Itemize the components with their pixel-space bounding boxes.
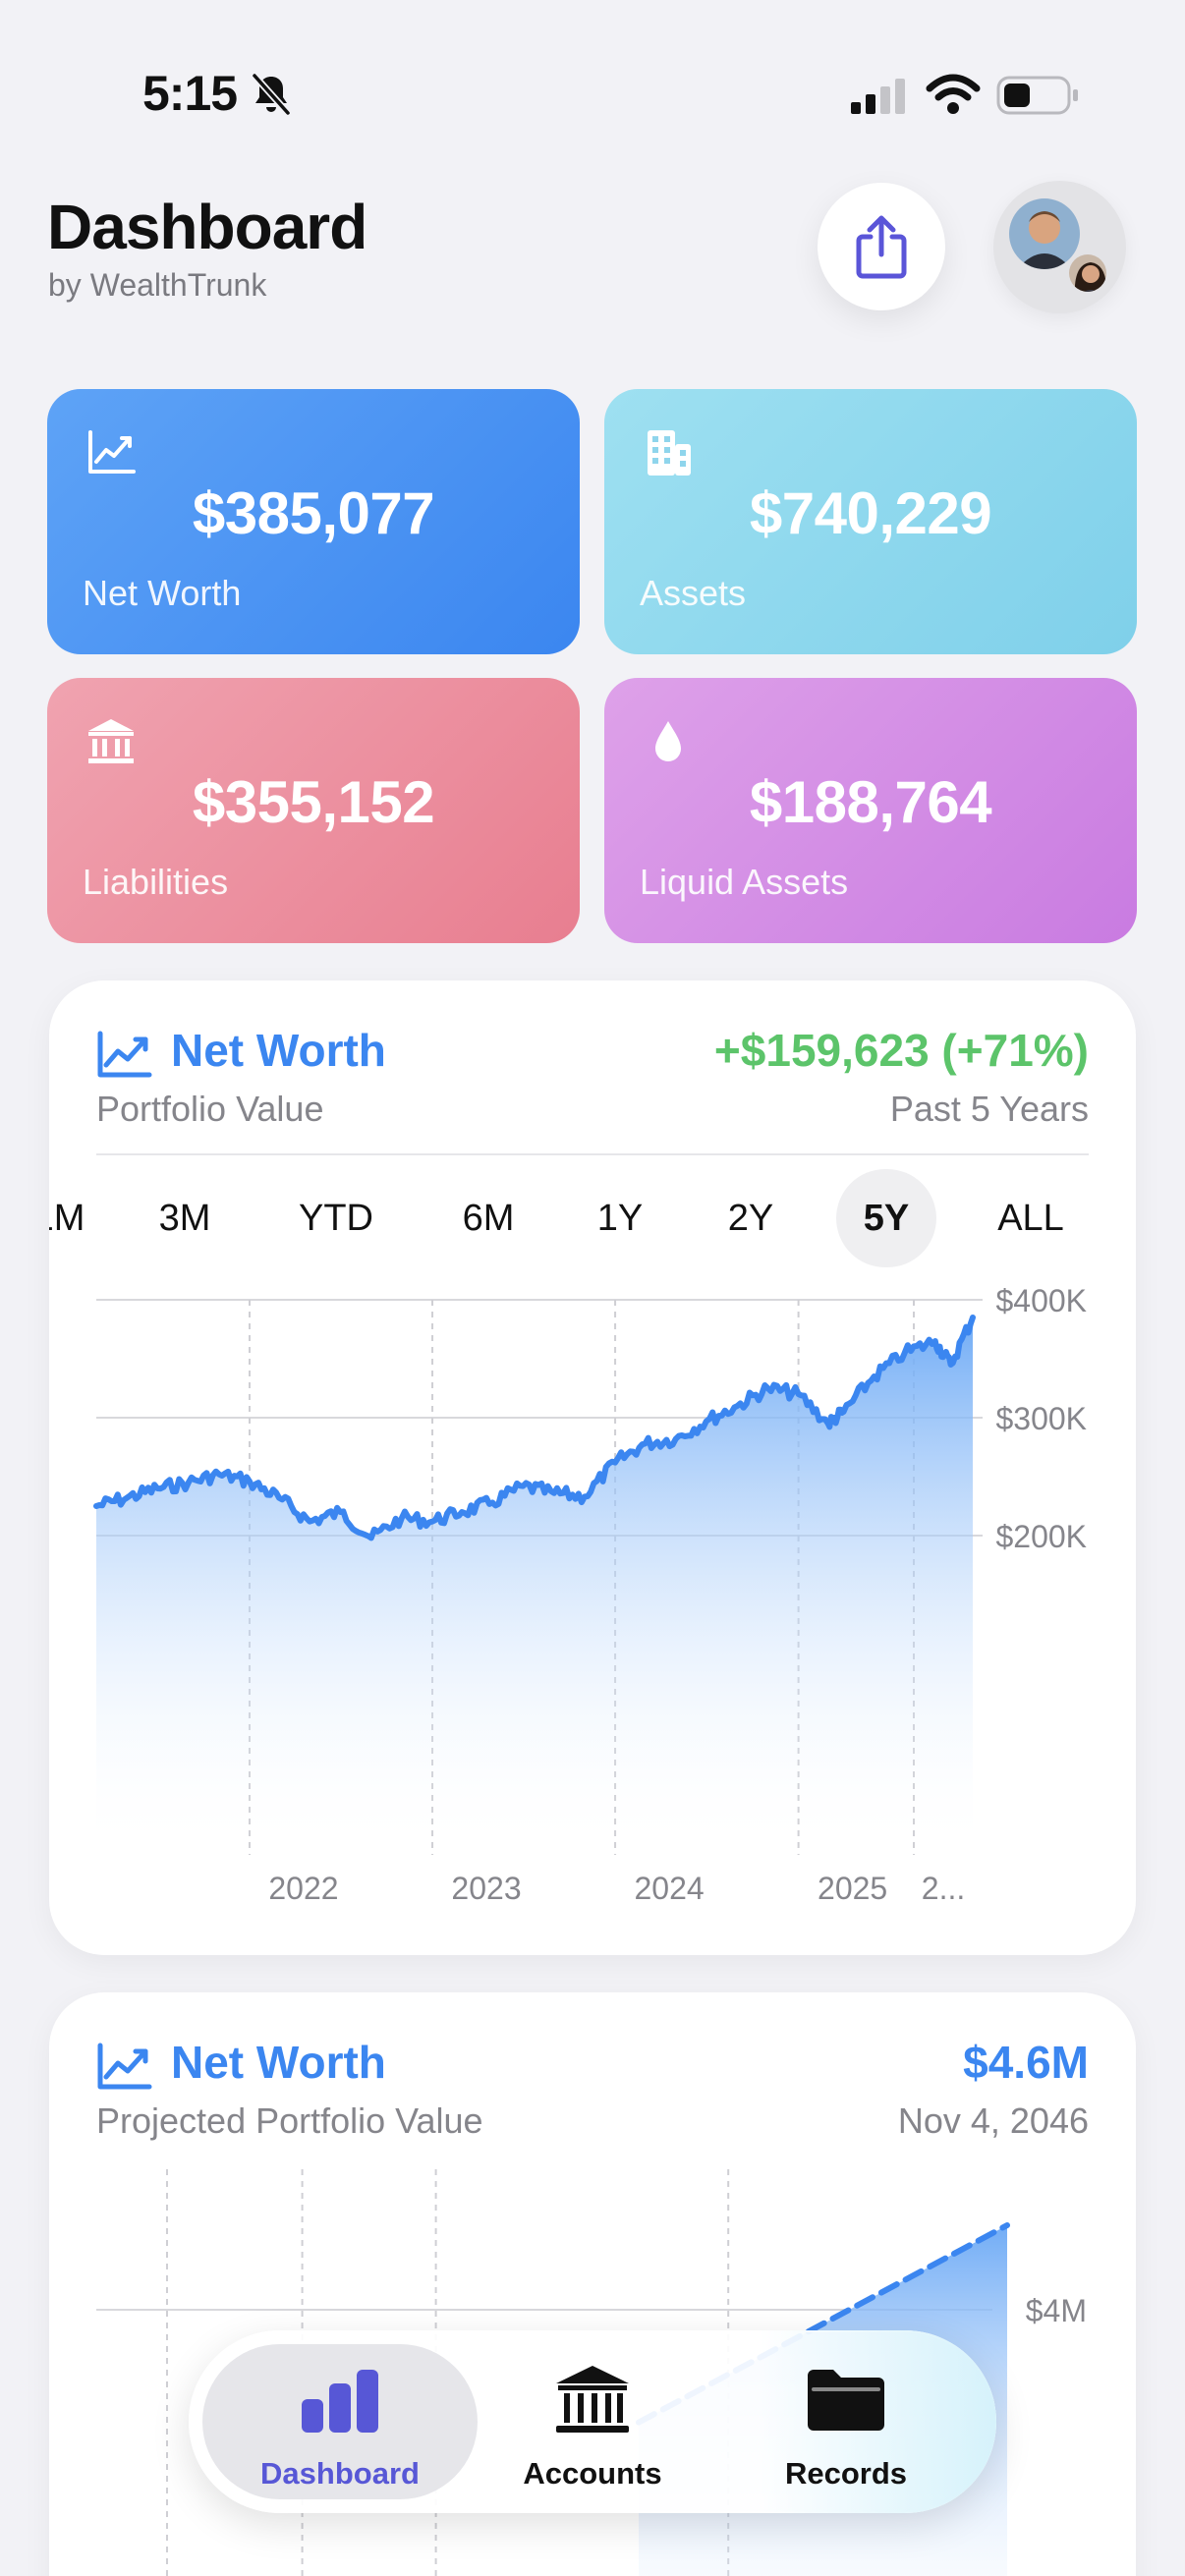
projected-value: $4.6M xyxy=(963,2037,1089,2088)
card-subtitle: Projected Portfolio Value xyxy=(96,2100,483,2141)
liquid-assets-value: $188,764 xyxy=(749,769,992,835)
chart-line-icon xyxy=(88,430,136,474)
card-subtitle: Portfolio Value xyxy=(96,1089,324,1129)
y-tick-label: $4M xyxy=(1026,2293,1087,2328)
tab-dashboard[interactable]: Dashboard xyxy=(202,2344,478,2499)
bell-slash-icon xyxy=(252,73,291,116)
x-tick-label: 2023 xyxy=(451,1871,521,1906)
net-worth-tile[interactable]: $385,077 Net Worth xyxy=(47,389,580,654)
y-tick-label: $400K xyxy=(995,1283,1087,1318)
liquid-assets-tile[interactable]: $188,764 Liquid Assets xyxy=(604,678,1137,943)
avatar-secondary-photo xyxy=(1066,252,1109,295)
share-icon xyxy=(856,215,907,279)
y-tick-label: $200K xyxy=(995,1519,1087,1554)
assets-tile[interactable]: $740,229 Assets xyxy=(604,389,1137,654)
assets-label: Assets xyxy=(640,573,747,613)
range-tab-5y[interactable]: 5Y xyxy=(836,1169,936,1267)
portfolio-period: Past 5 Years xyxy=(889,1089,1089,1129)
liabilities-value: $355,152 xyxy=(192,769,435,835)
range-tab-6m[interactable]: 6M xyxy=(462,1198,515,1239)
portfolio-line xyxy=(93,1315,976,1541)
bank-icon xyxy=(556,2366,629,2433)
tab-records[interactable]: Records xyxy=(708,2344,984,2499)
portfolio-value-card[interactable]: Net Worth Portfolio Value +$159,623 (+71… xyxy=(49,980,1136,1955)
card-title: Net Worth xyxy=(171,2037,386,2088)
bar-chart-icon xyxy=(302,2370,378,2433)
projected-date: Nov 4, 2046 xyxy=(897,2100,1089,2141)
x-tick-label: 2022 xyxy=(268,1871,338,1906)
range-tab-1m[interactable]: 1M xyxy=(49,1198,85,1239)
portfolio-chart[interactable]: $400K $300K $200K 2022 2023 2024 2025 2... xyxy=(49,980,1136,1955)
wifi-icon xyxy=(926,74,981,114)
tab-label: Records xyxy=(784,2456,908,2491)
building-icon xyxy=(648,430,691,476)
drop-icon xyxy=(655,721,681,761)
net-worth-label: Net Worth xyxy=(83,573,242,613)
chart-line-icon xyxy=(97,1031,152,1078)
share-button[interactable] xyxy=(818,183,945,310)
x-tick-label: 2025 xyxy=(818,1871,887,1906)
liabilities-tile[interactable]: $355,152 Liabilities xyxy=(47,678,580,943)
status-time: 5:15 xyxy=(142,66,238,121)
tab-accounts[interactable]: Accounts xyxy=(455,2344,730,2499)
tab-bar: Dashboard Accounts Records xyxy=(189,2330,996,2513)
y-tick-label: $300K xyxy=(995,1401,1087,1436)
range-tab-ytd[interactable]: YTD xyxy=(299,1198,373,1239)
battery-icon xyxy=(996,76,1078,115)
liabilities-label: Liabilities xyxy=(83,862,229,902)
tab-label: Accounts xyxy=(523,2456,662,2491)
divider xyxy=(96,1153,1089,1155)
x-tick-label: 2... xyxy=(922,1871,965,1906)
x-tick-label: 2024 xyxy=(634,1871,704,1906)
cellular-signal-icon xyxy=(851,79,905,114)
folder-icon xyxy=(808,2370,884,2431)
time-range-selector: 1M 3M YTD 6M 1Y 2Y 5Y ALL xyxy=(49,1169,1136,1267)
net-worth-value: $385,077 xyxy=(192,480,435,546)
liquid-assets-label: Liquid Assets xyxy=(640,862,849,902)
status-bar: 5:15 xyxy=(0,0,1185,187)
portfolio-area xyxy=(96,1317,973,1855)
bank-icon xyxy=(88,719,134,763)
avatar[interactable] xyxy=(993,181,1126,313)
tab-label: Dashboard xyxy=(260,2456,420,2491)
range-tab-1y[interactable]: 1Y xyxy=(596,1198,644,1239)
assets-value: $740,229 xyxy=(749,480,992,546)
range-tab-2y[interactable]: 2Y xyxy=(727,1198,774,1239)
chart-line-icon xyxy=(97,2043,152,2090)
portfolio-change: +$159,623 (+71%) xyxy=(713,1025,1089,1076)
range-tab-3m[interactable]: 3M xyxy=(158,1198,211,1239)
range-tab-all[interactable]: ALL xyxy=(997,1198,1064,1239)
avatar-photo xyxy=(1009,198,1080,269)
page-subtitle: by WealthTrunk xyxy=(48,267,267,303)
card-title: Net Worth xyxy=(171,1025,386,1076)
page-title: Dashboard xyxy=(47,192,367,262)
